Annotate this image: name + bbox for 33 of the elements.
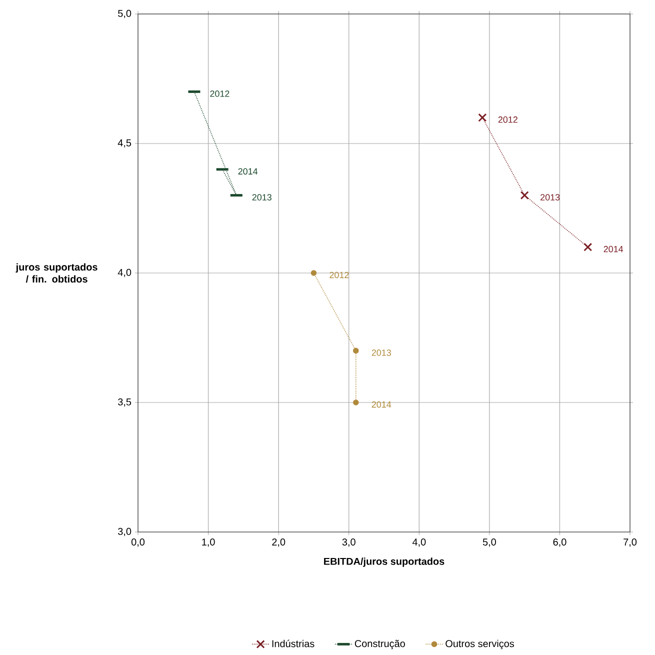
y-tick-label: 3,5 <box>118 398 132 407</box>
y-tick-label: 5,0 <box>118 10 132 18</box>
point <box>478 113 487 122</box>
annotation: 2014 <box>372 401 392 408</box>
y-axis-title: juros suportados / fin. obtidos <box>16 263 98 283</box>
annotation: 2013 <box>540 194 560 200</box>
legend-label: Indústrias <box>272 640 314 648</box>
y-tick-label: 4,5 <box>118 139 132 148</box>
x-tick-label: 4,0 <box>412 538 426 547</box>
legend-label: Outros serviços <box>446 640 514 650</box>
annotation: 2012 <box>330 272 349 278</box>
x-tick-label: 6,0 <box>553 538 566 547</box>
annotation: 2014 <box>238 168 258 175</box>
point <box>352 348 359 354</box>
point <box>352 400 359 406</box>
annotation: 2013 <box>372 350 391 356</box>
x-tick-label: 7,0 <box>624 538 637 547</box>
point <box>584 242 592 252</box>
annotation: 2012 <box>210 90 230 97</box>
x-tick-label: 3,0 <box>342 538 356 547</box>
y-tick-label: 4,0 <box>118 268 132 278</box>
x-tick-label: 2,0 <box>272 538 286 547</box>
x-tick-label: 0,0 <box>131 538 145 547</box>
annotation: 2013 <box>252 194 272 200</box>
annotation: 2012 <box>498 116 518 123</box>
annotation: 2014 <box>604 246 624 252</box>
point <box>520 191 529 200</box>
legend-label: Construção <box>354 640 405 650</box>
x-tick-label: 1,0 <box>202 538 215 547</box>
x-tick-label: 5,0 <box>482 538 496 547</box>
y-tick-label: 3,0 <box>118 528 132 536</box>
point <box>310 270 317 276</box>
x-axis-title: EBITDA/juros suportados <box>324 558 444 567</box>
